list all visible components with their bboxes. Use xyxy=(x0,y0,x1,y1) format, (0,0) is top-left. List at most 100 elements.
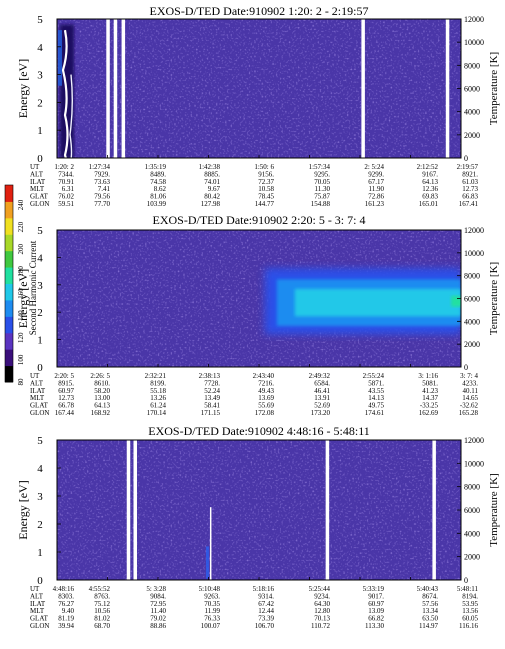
orbit-row-label: ILAT xyxy=(30,387,46,395)
colorbar: 80 100 120 140 160 180 200 220 240 Second Harmoni… xyxy=(4,184,38,386)
y-right-tick-label: 8000 xyxy=(464,272,480,281)
orbit-cell: 12.44 xyxy=(258,607,274,615)
orbit-cell: 11.90 xyxy=(369,185,385,193)
colorbar-tick-label: 80 xyxy=(17,378,25,386)
orbit-cell: 43.55 xyxy=(368,387,384,395)
orbit-cell: 168.92 xyxy=(91,409,111,417)
orbit-cell: 161.23 xyxy=(365,200,385,208)
orbit-cell: 9167. xyxy=(422,170,438,178)
orbit-cell: 14.65 xyxy=(462,394,478,402)
orbit-cell: 64.13 xyxy=(94,402,110,410)
orbit-cell: 70.05 xyxy=(314,178,330,186)
orbit-cell: 2:26: 5 xyxy=(90,372,110,380)
spectrogram-texture xyxy=(57,440,461,580)
orbit-row-label: ILAT xyxy=(30,178,46,186)
y-right-tick-label: 10000 xyxy=(464,249,484,258)
y-right-axis-label: Temperature [K] xyxy=(488,262,500,335)
enhancement-edge xyxy=(58,30,62,86)
y-tick-label: 1 xyxy=(37,547,43,559)
orbit-row-label: ILAT xyxy=(30,600,46,608)
orbit-cell: 172.08 xyxy=(255,409,275,417)
y-tick-label: 0 xyxy=(37,153,43,165)
colorbar-tick-label: 240 xyxy=(17,199,25,210)
y-axis-label: Energy [eV] xyxy=(16,269,30,328)
orbit-cell: 74.01 xyxy=(204,178,220,186)
orbit-cell: 3: 1:16 xyxy=(418,372,438,380)
orbit-cell: 4233. xyxy=(462,379,478,387)
orbit-cell: 5:40:43 xyxy=(417,585,439,593)
orbit-cell: 4:55:52 xyxy=(89,585,111,593)
y-tick-label: 2 xyxy=(37,97,43,109)
orbit-cell: 67.17 xyxy=(368,178,384,186)
orbit-cell: 7929. xyxy=(94,170,110,178)
orbit-cell: 70.13 xyxy=(314,615,330,623)
orbit-cell: 1:35:19 xyxy=(145,163,167,171)
orbit-cell: 12.73 xyxy=(462,185,478,193)
orbit-cell: 9017. xyxy=(368,592,384,600)
orbit-cell: 8921. xyxy=(462,170,478,178)
orbit-cell: 7344. xyxy=(58,170,74,178)
colorbar-segment xyxy=(5,299,13,317)
orbit-cell: 72.86 xyxy=(368,193,384,201)
orbit-cell: 60.97 xyxy=(58,387,74,395)
orbit-row-label: ALT xyxy=(30,379,44,387)
orbit-cell: 6.31 xyxy=(62,185,75,193)
y-right-tick-label: 2000 xyxy=(464,340,480,349)
orbit-cell: 8303. xyxy=(58,592,74,600)
orbit-cell: 64.13 xyxy=(422,178,438,186)
orbit-cell: 127.98 xyxy=(201,200,221,208)
y-right-tick-label: 10000 xyxy=(464,38,484,47)
orbit-cell: 110.72 xyxy=(311,622,330,630)
vertical-band xyxy=(205,546,209,579)
orbit-cell: 66.82 xyxy=(368,615,384,623)
orbit-cell: 154.88 xyxy=(311,200,331,208)
data-gap xyxy=(361,19,365,158)
orbit-cell: 8489. xyxy=(150,170,166,178)
orbit-cell: 5:33:19 xyxy=(363,585,385,593)
colorbar-segment xyxy=(5,316,13,334)
orbit-cell: 116.16 xyxy=(459,622,478,630)
orbit-cell: 2:49:32 xyxy=(309,372,331,380)
colorbar-segment xyxy=(5,349,13,367)
y-right-tick-label: 6000 xyxy=(464,85,480,94)
orbit-cell: 58.41 xyxy=(204,402,220,410)
orbit-cell: 79.02 xyxy=(150,615,166,623)
orbit-row-label: ALT xyxy=(30,170,44,178)
y-right-tick-label: 6000 xyxy=(464,295,480,304)
orbit-cell: -32.62 xyxy=(460,402,479,410)
orbit-row-label: UT xyxy=(30,163,40,171)
orbit-cell: 9.67 xyxy=(208,185,221,193)
orbit-cell: 55.69 xyxy=(258,402,274,410)
chart-title: EXOS-D/TED Date:910902 1:20: 2 - 2:19:57 xyxy=(150,4,369,18)
orbit-cell: 13.49 xyxy=(204,394,220,402)
orbit-cell: 9234. xyxy=(314,592,330,600)
orbit-cell: 5:48:11 xyxy=(457,585,479,593)
orbit-cell: 68.70 xyxy=(94,622,110,630)
orbit-cell: 39.94 xyxy=(58,622,74,630)
y-tick-label: 4 xyxy=(37,42,43,54)
panel-2: EXOS-D/TED Date:910902 2:20: 5 - 3: 7: 4… xyxy=(16,213,500,417)
colorbar-segment xyxy=(5,201,13,219)
orbit-cell: 12.80 xyxy=(314,607,330,615)
orbit-cell: 75.87 xyxy=(314,193,330,201)
y-tick-label: 2 xyxy=(37,307,43,319)
orbit-cell: 61.03 xyxy=(462,178,478,186)
orbit-cell: 64.30 xyxy=(314,600,330,608)
orbit-cell: 63.50 xyxy=(422,615,438,623)
orbit-cell: 9295. xyxy=(314,170,330,178)
colorbar-tick-label: 200 xyxy=(17,244,25,255)
orbit-cell: 53.95 xyxy=(462,600,478,608)
orbit-cell: 100.07 xyxy=(201,622,221,630)
y-tick-label: 2 xyxy=(37,519,43,531)
spectrogram-texture xyxy=(57,19,461,158)
data-gap xyxy=(445,19,450,158)
orbit-cell: 2:20: 5 xyxy=(54,372,74,380)
orbit-cell: 2: 5:24 xyxy=(364,163,384,171)
orbit-row-label: GLON xyxy=(30,409,49,417)
orbit-cell: 12.73 xyxy=(58,394,74,402)
orbit-cell: 80.42 xyxy=(204,193,220,201)
data-gap xyxy=(133,440,137,580)
colorbar-segment xyxy=(5,217,13,235)
y-right-tick-label: 4000 xyxy=(464,108,480,117)
orbit-cell: 13.56 xyxy=(462,607,478,615)
